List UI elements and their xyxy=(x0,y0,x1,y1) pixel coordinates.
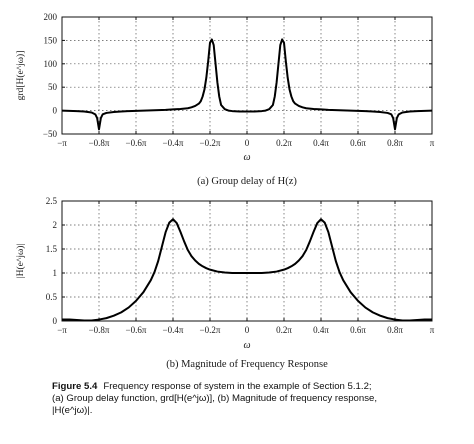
plot-frame xyxy=(61,16,433,135)
subcaption: (a) Group delay of H(z) xyxy=(197,176,297,187)
y-tick-label: 1 xyxy=(53,268,58,278)
x-tick-label: 0.4π xyxy=(313,325,329,335)
x-tick-label: 0.2π xyxy=(276,138,292,148)
caption-line-3: |H(e^jω)|. xyxy=(52,405,93,417)
subcaption: (b) Magnitude of Frequency Response xyxy=(166,359,328,370)
x-tick-label: 0.2π xyxy=(276,325,292,335)
x-axis-label: ω xyxy=(243,340,250,351)
x-tick-label: −0.8π xyxy=(89,325,110,335)
x-tick-label: −0.6π xyxy=(126,138,147,148)
caption-line-1: Figure 5.4 Frequency response of system i… xyxy=(52,381,467,393)
x-tick-label: −0.2π xyxy=(200,325,221,335)
x-tick-label: π xyxy=(430,325,435,335)
y-tick-label: 0 xyxy=(53,316,58,326)
chart-b: −π −0.8π −0.6π −0.4π −0.2π 0 0.2π 0.4π 0.6π 0.8π π… xyxy=(15,196,435,370)
y-tick-label: 1.5 xyxy=(46,244,58,254)
y-tick-label: 2.5 xyxy=(46,196,58,206)
caption-text-1: Frequency response of system in the exam… xyxy=(103,381,372,392)
x-tick-label: 0.6π xyxy=(350,138,366,148)
y-axis-label: grd[H(e^jω)] xyxy=(15,51,26,101)
x-axis-label: ω xyxy=(243,152,250,163)
series-line-0 xyxy=(61,38,433,131)
y-tick-label: 100 xyxy=(44,59,58,69)
y-tick-label: 200 xyxy=(44,12,58,22)
x-tick-label: 0.6π xyxy=(350,325,366,335)
x-tick-label: −π xyxy=(57,138,67,148)
x-tick-label: π xyxy=(430,138,435,148)
x-tick-label: 0 xyxy=(245,325,250,335)
x-tick-label: 0.4π xyxy=(313,138,329,148)
x-tick-label: 0.8π xyxy=(387,138,403,148)
figure-caption: Figure 5.4 Frequency response of system i… xyxy=(52,381,467,418)
x-tick-label: −0.2π xyxy=(200,138,221,148)
x-tick-label: 0.8π xyxy=(387,325,403,335)
x-tick-label: −0.4π xyxy=(163,138,184,148)
y-tick-label: 150 xyxy=(44,35,58,45)
x-tick-label: −0.6π xyxy=(126,325,147,335)
x-tick-label: −0.4π xyxy=(163,325,184,335)
y-tick-label: 0.5 xyxy=(46,292,58,302)
x-tick-label: 0 xyxy=(245,138,250,148)
x-tick-label: −0.8π xyxy=(89,138,110,148)
y-tick-label: 2 xyxy=(53,220,58,230)
series-line-0 xyxy=(62,218,432,322)
y-tick-label: −50 xyxy=(43,129,58,139)
figure-plots: −π −0.8π −0.6π −0.4π −0.2π 0 0.2π 0.4π 0.6π 0.8π π… xyxy=(15,12,435,370)
y-axis-label: |H(e^jω)| xyxy=(15,244,26,279)
chart-a: −π −0.8π −0.6π −0.4π −0.2π 0 0.2π 0.4π 0.6π 0.8π π… xyxy=(15,12,435,187)
y-tick-label: 50 xyxy=(48,82,58,92)
caption-line-2: (a) Group delay function, grd[H(e^jω)], … xyxy=(52,393,378,405)
x-tick-label: −π xyxy=(57,325,67,335)
y-tick-label: 0 xyxy=(53,106,58,116)
caption-label: Figure 5.4 xyxy=(52,381,98,392)
